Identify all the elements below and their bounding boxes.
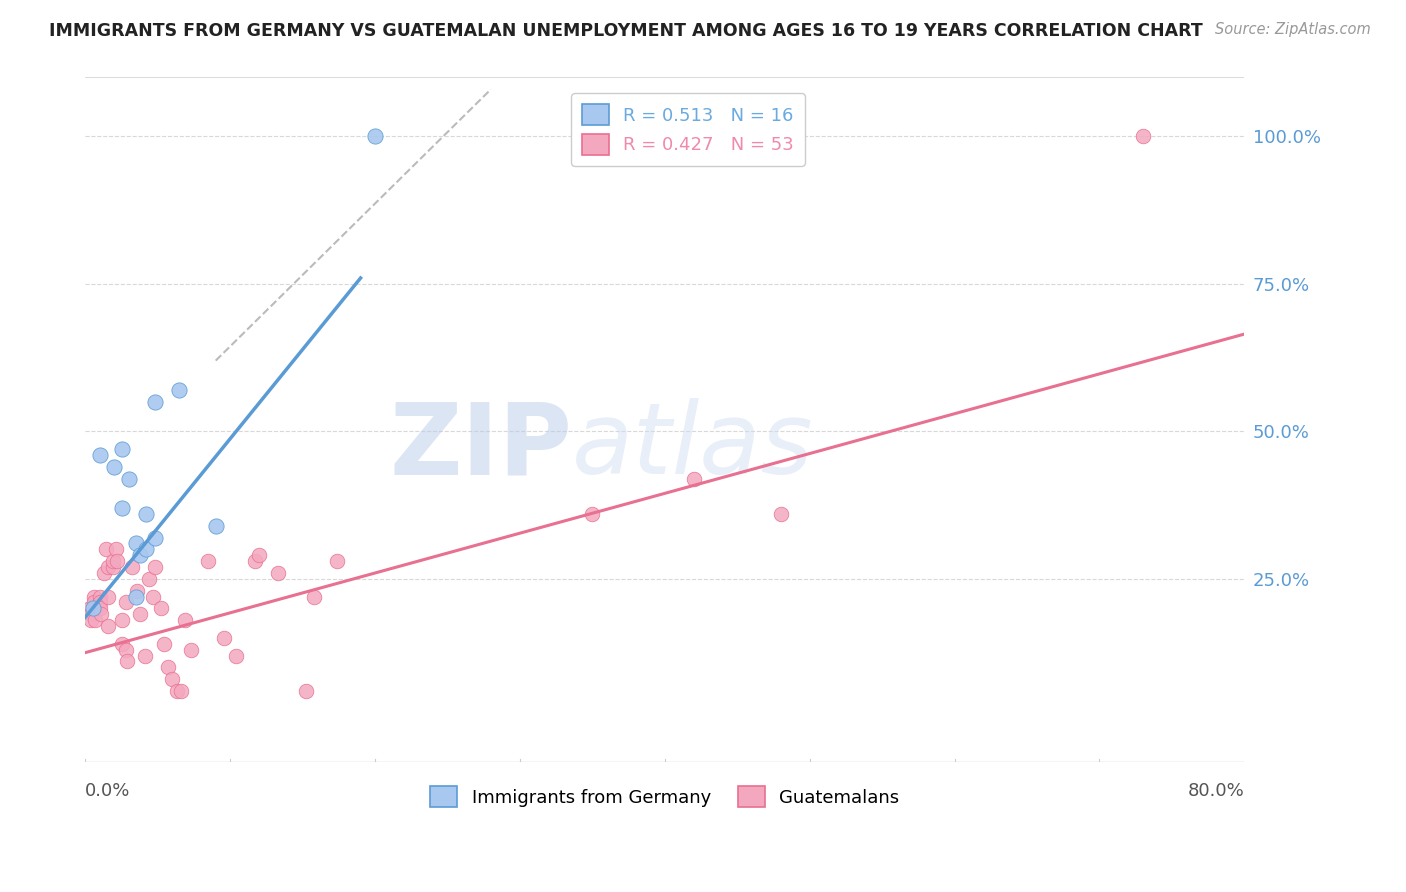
Point (267, 566, 290, 580)
Point (166, 684, 188, 698)
Point (225, 648, 247, 663)
Point (97, 619, 120, 633)
Point (79, 601, 101, 615)
Point (174, 613, 197, 627)
Point (89, 601, 111, 615)
Point (180, 642, 202, 657)
Point (90, 607, 112, 622)
Point (135, 507, 157, 521)
Point (103, 459, 125, 474)
Point (121, 560, 143, 574)
Point (97, 560, 120, 574)
Text: Source: ZipAtlas.com: Source: ZipAtlas.com (1215, 22, 1371, 37)
Point (101, 560, 124, 574)
Point (101, 554, 124, 568)
Point (110, 637, 132, 651)
Point (769, 507, 792, 521)
Point (110, 442, 132, 456)
Point (115, 595, 138, 609)
Point (152, 637, 174, 651)
Text: 0.0%: 0.0% (86, 782, 131, 800)
Point (1132, 129, 1154, 144)
Point (682, 472, 704, 486)
Point (326, 554, 349, 568)
Point (129, 607, 152, 622)
Point (243, 554, 266, 568)
Point (93, 566, 115, 580)
Point (143, 531, 166, 545)
Point (125, 590, 148, 604)
Point (89, 448, 111, 462)
Point (97, 590, 120, 604)
Point (294, 684, 316, 698)
Point (170, 684, 193, 698)
Point (142, 590, 165, 604)
Point (94, 542, 117, 557)
Point (143, 395, 166, 409)
Point (204, 518, 226, 533)
Legend: Immigrants from Germany, Guatemalans: Immigrants from Germany, Guatemalans (423, 779, 907, 814)
Point (117, 655, 139, 669)
Point (110, 613, 132, 627)
Text: 80.0%: 80.0% (1188, 782, 1244, 800)
Point (581, 507, 603, 521)
Point (83, 595, 105, 609)
Point (129, 549, 152, 563)
Point (115, 642, 138, 657)
Point (118, 472, 141, 486)
Point (149, 601, 172, 615)
Point (197, 554, 219, 568)
Point (160, 672, 183, 686)
Point (110, 501, 132, 516)
Point (169, 383, 191, 397)
Point (156, 660, 179, 674)
Point (89, 595, 111, 609)
Point (84, 601, 107, 615)
Point (125, 536, 148, 550)
Point (214, 631, 236, 645)
Point (127, 583, 149, 598)
Text: atlas: atlas (572, 399, 814, 495)
Point (80, 613, 103, 627)
Point (89, 590, 111, 604)
Point (80, 607, 103, 622)
Point (247, 549, 270, 563)
Point (105, 554, 128, 568)
Point (364, 129, 387, 144)
Point (83, 590, 105, 604)
Point (135, 542, 157, 557)
Point (82, 601, 104, 615)
Point (84, 613, 107, 627)
Point (134, 648, 156, 663)
Text: ZIP: ZIP (389, 399, 572, 495)
Text: IMMIGRANTS FROM GERMANY VS GUATEMALAN UNEMPLOYMENT AMONG AGES 16 TO 19 YEARS COR: IMMIGRANTS FROM GERMANY VS GUATEMALAN UN… (49, 22, 1204, 40)
Point (104, 542, 127, 557)
Point (143, 560, 166, 574)
Point (302, 590, 325, 604)
Point (138, 572, 160, 586)
